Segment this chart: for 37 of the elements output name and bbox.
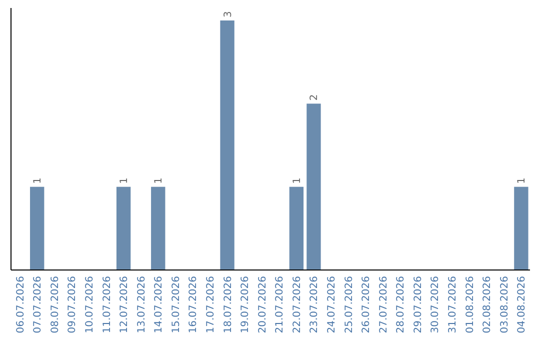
- x-tick-label: 28.07.2026: [396, 276, 407, 334]
- data-label: 1: [516, 177, 528, 184]
- x-tick-label: 02.08.2026: [482, 276, 494, 334]
- x-tick-label: 26.07.2026: [361, 276, 372, 334]
- data-label: 1: [119, 177, 130, 184]
- x-tick-label: 06.07.2026: [15, 276, 26, 334]
- x-tick-label: 09.07.2026: [67, 276, 78, 334]
- x-tick-label: 18.07.2026: [222, 276, 234, 334]
- x-tick-label: 03.08.2026: [499, 276, 510, 334]
- data-label: 3: [222, 11, 234, 18]
- x-tick-label: 27.07.2026: [378, 276, 390, 334]
- x-tick-label: 14.07.2026: [154, 276, 165, 334]
- x-tick-label: 17.07.2026: [205, 276, 216, 334]
- x-tick-label: 24.07.2026: [326, 276, 338, 334]
- x-tick-label: 25.07.2026: [344, 276, 355, 334]
- x-tick-label: 30.07.2026: [430, 276, 442, 334]
- data-label: 1: [154, 177, 165, 184]
- x-tick-label: 29.07.2026: [412, 276, 424, 334]
- x-tick-label: 08.07.2026: [50, 276, 61, 334]
- x-tick-label: 23.07.2026: [309, 276, 320, 334]
- x-tick-label: 01.08.2026: [464, 276, 476, 334]
- x-tick-label: 20.07.2026: [257, 276, 268, 334]
- x-tick-label: 11.07.2026: [102, 276, 113, 334]
- x-tick-label: 16.07.2026: [188, 276, 200, 334]
- data-label: 1: [32, 177, 44, 184]
- x-tick-label: 15.07.2026: [170, 276, 182, 334]
- data-label: 2: [309, 94, 320, 101]
- data-label: 1: [292, 177, 303, 184]
- x-tick-label: 12.07.2026: [119, 276, 130, 334]
- x-tick-label: 04.08.2026: [516, 276, 528, 334]
- x-tick-label: 31.07.2026: [448, 276, 459, 334]
- x-tick-label: 13.07.2026: [136, 276, 148, 334]
- x-tick-label: 22.07.2026: [292, 276, 303, 334]
- x-tick-label: 21.07.2026: [274, 276, 286, 334]
- x-tick-label: 07.07.2026: [32, 276, 44, 334]
- x-tick-label: 19.07.2026: [240, 276, 252, 334]
- x-tick-label: 10.07.2026: [84, 276, 96, 334]
